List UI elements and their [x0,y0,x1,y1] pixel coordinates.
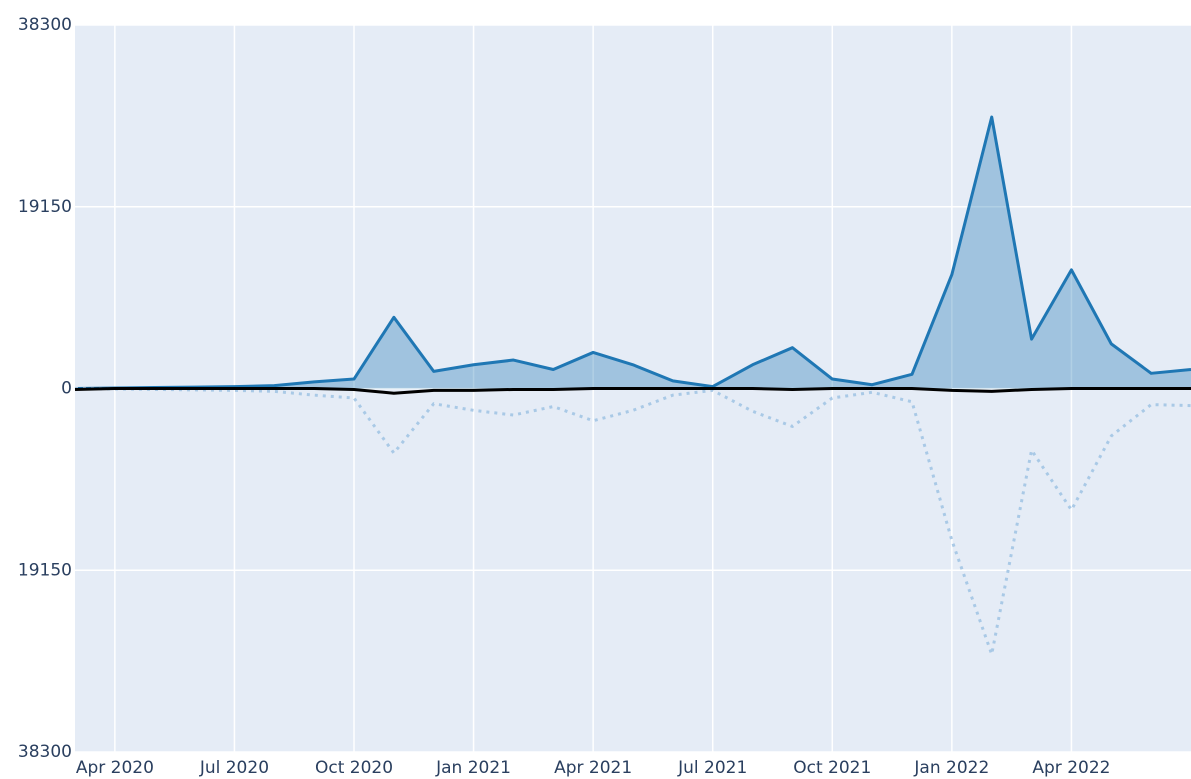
x-tick-label: Oct 2020 [315,758,393,778]
line [74,115,1191,390]
y-tick-label: 38300 [18,15,72,35]
y-tick-label: 19150 [18,560,72,580]
y-tick-label: 0 [61,379,72,399]
x-tick-label: Jul 2021 [677,758,747,778]
line [74,387,1191,395]
line [74,387,1191,656]
x-tick-label: Oct 2021 [793,758,871,778]
x-tick-label: Apr 2022 [1032,758,1110,778]
y-tick-label: 19150 [18,197,72,217]
y-tick-label: 38300 [18,742,72,762]
x-tick-label: Apr 2021 [554,758,632,778]
area [75,117,1191,389]
x-tick-label: Jan 2021 [435,758,511,778]
x-tick-label: Apr 2020 [76,758,154,778]
x-tick-label: Jan 2022 [913,758,989,778]
x-tick-label: Jul 2020 [199,758,269,778]
